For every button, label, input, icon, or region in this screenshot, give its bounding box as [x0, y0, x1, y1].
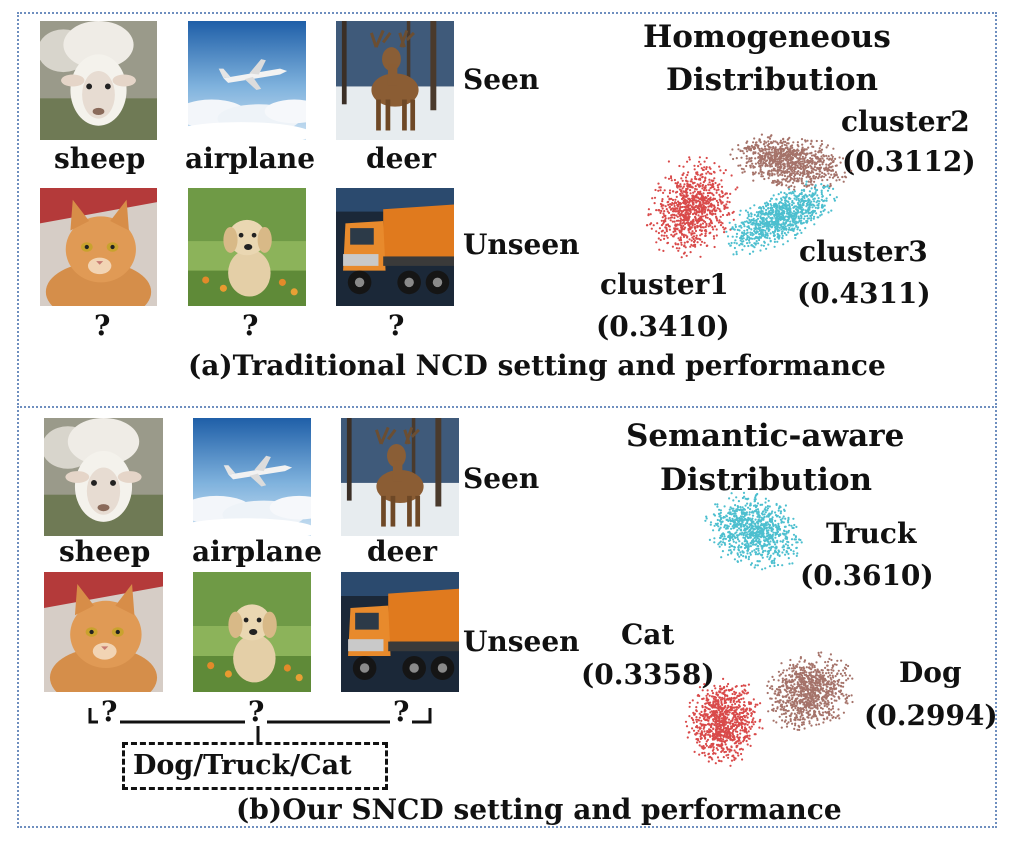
caption-a: (a)Traditional NCD setting and performan… [188, 349, 886, 382]
cat-cluster-name: Cat [621, 618, 675, 651]
heading-distribution-b: Distribution [660, 462, 873, 498]
label-sheep: sheep [59, 535, 151, 568]
cluster3-name: cluster3 [799, 235, 928, 268]
label-sheep: sheep [54, 142, 146, 175]
truck-cluster-name: Truck [826, 517, 917, 550]
sheep-photo [40, 21, 157, 140]
truck-cluster-score: (0.3610) [800, 559, 934, 592]
dog-cluster-score: (0.2994) [864, 699, 998, 732]
label-unknown-2: ? [245, 698, 268, 726]
dog-photo [193, 572, 311, 692]
cluster2-score: (0.3112) [842, 145, 976, 178]
cat-photo [40, 188, 157, 306]
row-label-unseen: Unseen [463, 625, 580, 658]
sheep-photo [44, 418, 163, 536]
label-unknown-1: ? [98, 698, 121, 726]
deer-photo [341, 418, 459, 536]
label-unknown-2: ? [242, 309, 259, 342]
cluster1-name: cluster1 [600, 268, 729, 301]
truck-photo [341, 572, 459, 692]
label-deer: deer [367, 535, 437, 568]
cluster1-score: (0.3410) [596, 310, 730, 343]
label-airplane: airplane [185, 142, 316, 175]
cat-photo [44, 572, 163, 692]
caption-b: (b)Our SNCD setting and performance [236, 793, 842, 826]
label-airplane: airplane [192, 535, 323, 568]
heading-distribution-a: Distribution [666, 62, 879, 98]
row-label-unseen: Unseen [463, 228, 580, 261]
truck-photo [336, 188, 454, 306]
airplane-photo [188, 21, 306, 140]
row-label-seen: Seen [463, 63, 540, 96]
heading-homogeneous: Homogeneous [643, 19, 891, 55]
cluster3-score: (0.4311) [797, 277, 931, 310]
dog-cluster-name: Dog [899, 656, 962, 689]
label-unknown-1: ? [94, 309, 111, 342]
heading-semantic-aware: Semantic-aware [626, 418, 905, 454]
label-deer: deer [366, 142, 436, 175]
cat-cluster-score: (0.3358) [581, 658, 715, 691]
row-label-seen: Seen [463, 462, 540, 495]
candidate-classes-label: Dog/Truck/Cat [133, 750, 352, 781]
deer-photo [336, 21, 454, 140]
airplane-photo [193, 418, 311, 536]
label-unknown-3: ? [390, 698, 413, 726]
cluster2-name: cluster2 [841, 105, 970, 138]
label-unknown-3: ? [388, 309, 405, 342]
dog-photo [188, 188, 306, 306]
